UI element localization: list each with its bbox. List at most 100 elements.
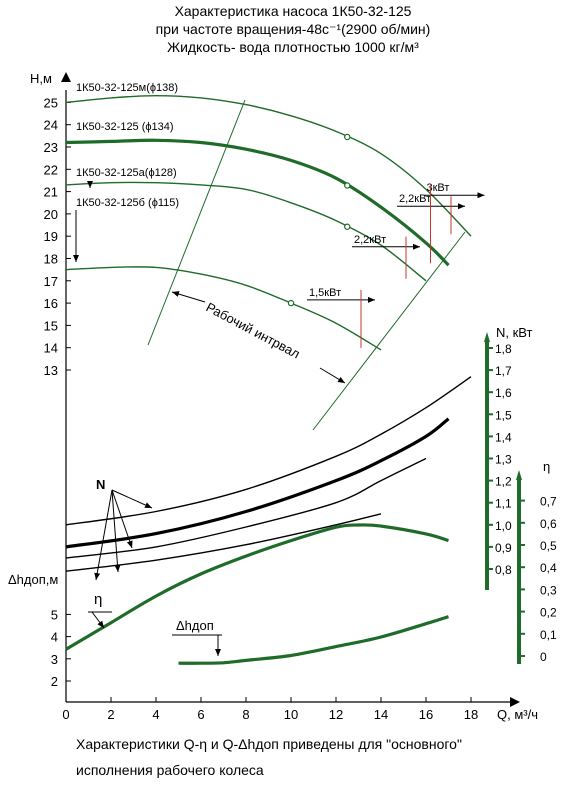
- chart-subtitle-speed: при частоте вращения-48с⁻¹(2900 об/мин): [156, 21, 431, 37]
- series-line-2: [65, 181, 427, 282]
- q-tick-label: 10: [284, 707, 298, 722]
- operating-point-marker: [344, 223, 351, 230]
- n-tick-label: 1,6: [495, 386, 512, 400]
- dh-axis-title: Δhдоп,м: [8, 572, 58, 587]
- dh-tick-label: 2: [51, 674, 58, 689]
- motor-power-label: 1,5кВт: [309, 287, 341, 299]
- eta-tick-label: 0,1: [540, 628, 557, 642]
- n-marker-arrows: [94, 489, 153, 581]
- eta-axis-title: η: [543, 459, 550, 474]
- eta-tick-label: 0,6: [540, 517, 557, 531]
- n-axis-arrow: [484, 332, 490, 342]
- dh-tick-label: 5: [51, 607, 58, 622]
- dh-marker-label: Δhдоп: [176, 618, 214, 633]
- h-tick-label: 19: [44, 229, 58, 244]
- n-arrow-2: [111, 489, 133, 549]
- working-interval-bracket: [147, 99, 466, 431]
- h-curve-label: 1К50-32-125б (ϕ115): [76, 197, 179, 209]
- series-line-3: [65, 266, 382, 351]
- left-boundary-line: [147, 99, 246, 346]
- dh-tick-label: 4: [51, 630, 58, 645]
- n-tick-label: 1,5: [495, 408, 512, 422]
- q-tick-label: 8: [242, 707, 249, 722]
- tick-labels: 0 2 4 6 8 10 12 14 16 181314151617181920212223242…: [44, 95, 557, 722]
- series-line-8: [65, 523, 450, 651]
- eta-tick-label: 0,4: [540, 561, 557, 575]
- footnote-line-1: Характеристики Q-η и Q-Δhдоп приведены д…: [76, 736, 462, 752]
- wi-arrow-right: [319, 367, 346, 384]
- motor-power-label: 3кВт: [427, 182, 450, 194]
- wi-arrow-left: [171, 291, 206, 303]
- chart-title: Характеристика насоса 1К50-32-125: [175, 3, 412, 19]
- h-tick-label: 22: [44, 162, 58, 177]
- footnote-line-2: исполнения рабочего колеса: [76, 762, 264, 778]
- operating-point-marker: [344, 182, 351, 189]
- q-tick-label: 2: [107, 707, 114, 722]
- q-axis-arrow: [510, 697, 520, 707]
- annotations: 1К50-32-125м(ϕ138) 1К50-32-125 (ϕ134) 1К50…: [73, 82, 485, 348]
- eta-tick-label: 0,3: [540, 583, 557, 597]
- h-curve-label: 1К50-32-125а(ϕ128): [76, 167, 177, 179]
- h-axis-arrow: [61, 72, 71, 82]
- operating-point-marker: [344, 133, 351, 141]
- series-line-0: [65, 94, 472, 237]
- operating-point-marker: [287, 299, 295, 307]
- n-arrow-1: [111, 489, 153, 509]
- eta-tick-label: 0,5: [540, 539, 557, 553]
- eta-tick-label: 0,2: [540, 606, 557, 620]
- h-tick-label: 17: [44, 274, 58, 289]
- eta-axis-arrow: [516, 470, 522, 480]
- h-tick-label: 18: [44, 252, 58, 267]
- h-axis-title: H,м: [30, 71, 52, 86]
- h-tick-label: 13: [44, 363, 58, 378]
- eta-tick-label: 0: [540, 650, 547, 664]
- h-curve-label: 1К50-32-125м(ϕ138): [76, 82, 178, 94]
- q-tick-label: 16: [419, 707, 433, 722]
- q-tick-label: 12: [329, 707, 343, 722]
- curves: [65, 94, 472, 665]
- q-tick-label: 4: [152, 707, 159, 722]
- h-tick-label: 21: [44, 185, 58, 200]
- n-tick-label: 1,0: [495, 519, 512, 533]
- q-tick-label: 18: [464, 707, 478, 722]
- series-line-1: [65, 138, 450, 267]
- series-line-5: [65, 417, 450, 549]
- working-interval-label: Рабочий интрвал: [204, 299, 303, 361]
- h-tick-label: 14: [44, 341, 58, 356]
- q-tick-label: 14: [374, 707, 388, 722]
- series-line-4: [65, 376, 472, 526]
- motor-power-label: 2,2кВт: [354, 234, 386, 246]
- dh-tick-label: 3: [51, 652, 58, 667]
- n-tick-label: 1,1: [495, 497, 512, 511]
- eta-marker-arrow: [91, 611, 105, 629]
- chart-subtitle-fluid: Жидкость- вода плотностью 1000 кг/м³: [167, 39, 419, 55]
- n-tick-label: 1,3: [495, 453, 512, 467]
- series-line-7: [65, 513, 382, 572]
- series-line-9: [178, 615, 449, 665]
- h-tick-label: 24: [44, 118, 58, 133]
- n-tick-label: 0,8: [495, 563, 512, 577]
- n-axis-title: N, кВт: [496, 325, 533, 340]
- right-boundary-line: [312, 231, 466, 431]
- h-tick-label: 23: [44, 140, 58, 155]
- working-interval-arrows: [171, 291, 346, 384]
- h-tick-label: 20: [44, 207, 58, 222]
- h-tick-label: 15: [44, 318, 58, 333]
- h-tick-label: 16: [44, 296, 58, 311]
- n-arrow-3: [111, 489, 121, 573]
- n-tick-label: 1,2: [495, 475, 512, 489]
- h-curve-label: 1К50-32-125 (ϕ134): [76, 121, 174, 133]
- eta-marker-label: η: [94, 591, 102, 608]
- n-tick-label: 1,8: [495, 342, 512, 356]
- n-marker-label: N: [96, 477, 105, 492]
- q-tick-label: 6: [197, 707, 204, 722]
- series-line-6: [65, 457, 427, 559]
- h-tick-label: 25: [44, 95, 58, 110]
- q-tick-label: 0: [62, 707, 69, 722]
- motor-power-label: 2,2кВт: [399, 193, 431, 205]
- eta-tick-label: 0,7: [540, 495, 557, 509]
- q-axis-title: Q, м³/ч: [497, 707, 538, 722]
- n-tick-label: 0,9: [495, 541, 512, 555]
- n-arrow-4: [94, 489, 113, 581]
